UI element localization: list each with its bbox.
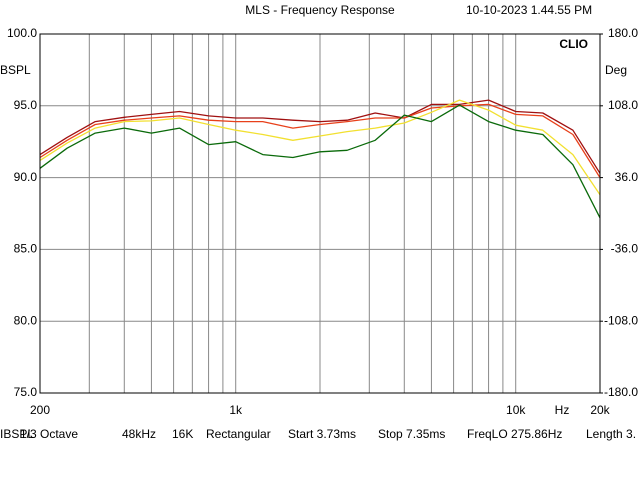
brand-label: CLIO — [559, 37, 588, 51]
y-tick-label: 90.0 — [14, 170, 38, 184]
y-tick-label: 95.0 — [14, 98, 38, 112]
status-item: FreqLO 275.86Hz — [467, 427, 562, 441]
status-item: Stop 7.35ms — [378, 427, 445, 441]
x-tick-label: 1k — [229, 403, 243, 417]
y2-tick-label: -180.0 — [604, 385, 638, 399]
y-tick-label: 75.0 — [14, 385, 38, 399]
y2-tick-label: 180.0 — [608, 26, 638, 40]
y2-axis-label: Deg — [605, 63, 627, 77]
x-tick-label: 10k — [506, 403, 526, 417]
status-item: IBSPL — [0, 427, 34, 441]
plot-border — [39, 33, 601, 394]
status-item: Start 3.73ms — [288, 427, 356, 441]
timestamp: 10-10-2023 1.44.55 PM — [466, 3, 592, 17]
y-tick-label: 80.0 — [14, 313, 38, 327]
status-item: 16K — [172, 427, 193, 441]
status-item: Rectangular — [206, 427, 271, 441]
status-item: Length 3. — [586, 427, 636, 441]
response-curve — [39, 99, 601, 196]
response-curve — [39, 104, 601, 219]
y-tick-label: 100.0 — [7, 26, 37, 40]
y2-tick-label: -108.0 — [604, 313, 638, 327]
y2-tick-label: 36.0 — [615, 170, 639, 184]
response-curve — [39, 103, 601, 178]
status-item: 1/3 Octave — [20, 427, 78, 441]
y-tick-label: 85.0 — [14, 242, 38, 256]
status-item: 48kHz — [122, 427, 156, 441]
x-tick-label: 20k — [590, 403, 610, 417]
x-tick-label: 200 — [30, 403, 50, 417]
y2-tick-label: 108.0 — [608, 98, 638, 112]
y2-tick-label: -36.0 — [611, 242, 639, 256]
response-curve — [39, 99, 601, 174]
x-axis-label: Hz — [555, 403, 570, 417]
y-axis-label: BSPL — [0, 63, 31, 77]
chart-title: MLS - Frequency Response — [245, 3, 395, 17]
